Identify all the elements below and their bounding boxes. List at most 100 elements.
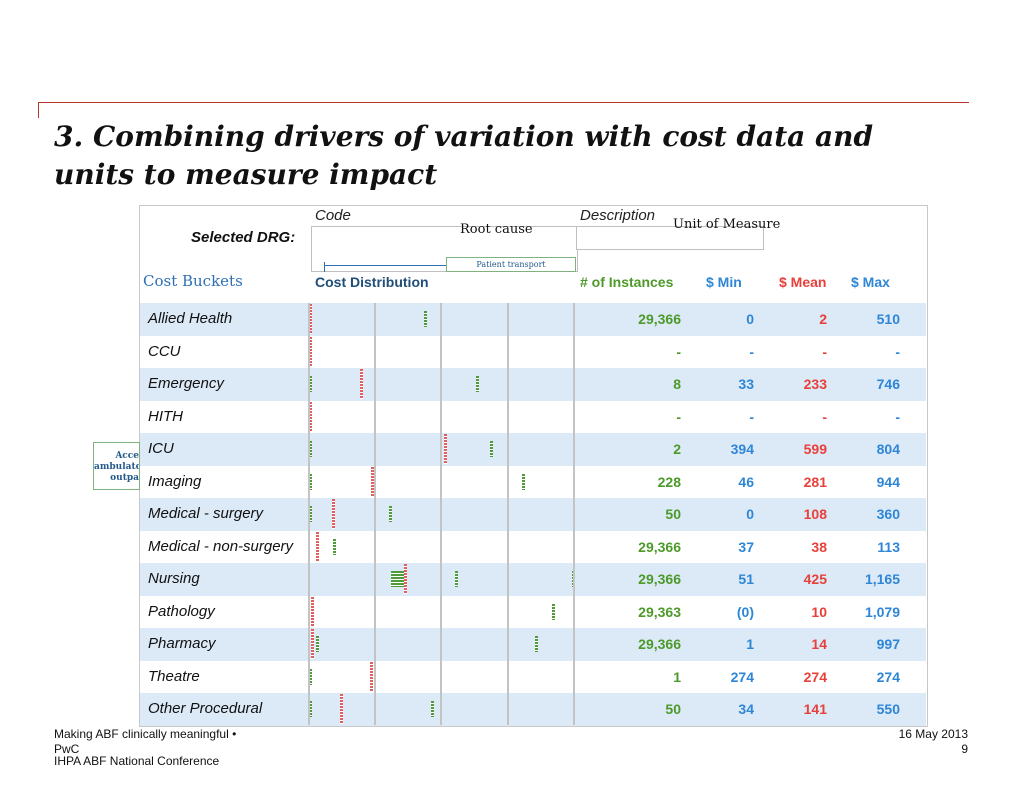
cost-bucket-name: Pharmacy <box>148 635 216 652</box>
mean-value: 108 <box>803 506 827 522</box>
code-header: Code <box>315 207 351 224</box>
distribution-mark-red <box>332 499 335 529</box>
cost-bucket-name: Medical - non-surgery <box>148 537 294 555</box>
footer-line-1: Making ABF clinically meaningful • <box>54 727 237 741</box>
mean-value: 425 <box>803 571 827 587</box>
min-value: - <box>749 408 754 425</box>
distribution-mark-green <box>389 506 392 522</box>
distribution-mark-green <box>309 441 312 457</box>
min-value: - <box>749 343 754 360</box>
cost-bucket-name: Imaging <box>148 472 202 490</box>
mean-value: 38 <box>811 538 827 555</box>
distribution-mark-red <box>309 401 312 432</box>
table-row[interactable]: Medical - surgery 50 0 108 360 <box>140 498 926 531</box>
instances-value: 29,366 <box>638 538 681 555</box>
mean-value: - <box>822 408 827 425</box>
cost-bucket-name: Nursing <box>148 570 200 587</box>
table-row[interactable]: CCU - - - - <box>140 336 926 369</box>
instances-value: 50 <box>665 506 681 522</box>
distribution-mark-red <box>340 694 343 724</box>
connector-line-vertical <box>324 262 325 272</box>
cost-distribution-header: Cost Distribution <box>315 274 429 290</box>
distribution-mark-green <box>552 603 555 620</box>
cost-buckets-header: Cost Buckets <box>143 272 243 290</box>
cost-bucket-name: Medical - surgery <box>148 505 264 522</box>
min-value: 0 <box>746 311 754 327</box>
cost-bucket-name: CCU <box>148 342 181 360</box>
instances-value: 228 <box>657 473 681 490</box>
cost-bucket-name: Pathology <box>148 602 215 620</box>
max-header: $ Max <box>851 274 890 290</box>
table-row[interactable]: Medical - non-surgery 29,366 37 38 113 <box>140 531 926 564</box>
distribution-mark-red <box>309 304 312 334</box>
min-value: 37 <box>738 538 754 555</box>
min-value: 46 <box>738 473 754 490</box>
footer-left: Making ABF clinically meaningful • PwC <box>54 727 284 757</box>
distribution-mark-red <box>444 434 447 464</box>
patient-transport-box: Patient transport <box>446 257 576 272</box>
table-row[interactable]: Emergency 8 33 233 746 <box>140 368 926 401</box>
max-value: 113 <box>877 538 900 555</box>
distribution-mark-green <box>309 668 312 685</box>
instances-header: # of Instances <box>580 274 674 290</box>
cost-bucket-name: Other Procedural <box>148 700 263 717</box>
max-value: 550 <box>876 701 900 717</box>
distribution-mark-green <box>535 636 538 652</box>
max-value: 1,079 <box>864 603 900 620</box>
title-line-1: 3. Combining drivers of variation with c… <box>54 120 874 153</box>
cost-table: Allied Health 29,366 0 2 510 CCU - - - -… <box>140 303 926 726</box>
max-value: 274 <box>876 668 900 685</box>
table-row[interactable]: HITH - - - - <box>140 401 926 434</box>
cost-bucket-name: Allied Health <box>148 310 233 327</box>
max-value: 1,165 <box>864 571 900 587</box>
table-row[interactable]: Theatre 1 274 274 274 <box>140 661 926 694</box>
description-header: Description <box>580 207 656 224</box>
mean-value: 599 <box>803 441 827 457</box>
selected-drg-label: Selected DRG: <box>191 229 296 246</box>
connector-line-horizontal <box>324 265 446 266</box>
table-row[interactable]: Nursing 29,366 51 425 1,165 <box>140 563 926 596</box>
distribution-mark-red <box>311 629 314 659</box>
min-value: 274 <box>730 668 754 685</box>
distribution-mark-green <box>316 636 319 652</box>
distribution-mark-green <box>431 701 434 717</box>
mean-value: - <box>822 343 827 360</box>
mean-value: 14 <box>811 636 827 652</box>
instances-value: 29,366 <box>638 311 681 327</box>
distribution-mark-red <box>360 369 363 399</box>
distribution-mark-green <box>490 441 493 457</box>
table-row[interactable]: Imaging 228 46 281 944 <box>140 466 926 499</box>
footer-line-2: PwC <box>54 742 80 756</box>
min-value: (0) <box>736 603 754 620</box>
mean-value: 281 <box>803 473 827 490</box>
min-value: 34 <box>738 701 754 717</box>
mean-value: 2 <box>819 311 827 327</box>
distribution-mark-green <box>309 701 312 717</box>
distribution-mark-green <box>309 506 312 522</box>
instances-value: - <box>676 343 681 360</box>
accessory-callout-box: Acce ambulato outpa <box>93 442 140 490</box>
min-value: 394 <box>730 441 754 457</box>
table-row[interactable]: Allied Health 29,366 0 2 510 <box>140 303 926 336</box>
max-value: 944 <box>876 473 900 490</box>
distribution-mark-green <box>522 473 525 490</box>
distribution-mark-red <box>309 336 312 367</box>
table-row[interactable]: Pathology 29,363 (0) 10 1,079 <box>140 596 926 629</box>
distribution-mark-green <box>476 376 479 392</box>
max-value: - <box>895 408 900 425</box>
instances-value: 1 <box>673 668 681 685</box>
table-row[interactable]: Pharmacy 29,366 1 14 997 <box>140 628 926 661</box>
footer-line-3: IHPA ABF National Conference <box>54 754 220 768</box>
drg-description-field[interactable] <box>576 226 764 250</box>
instances-value: 8 <box>673 376 681 392</box>
instances-value: 29,363 <box>638 603 681 620</box>
max-value: - <box>895 343 900 360</box>
table-row[interactable]: ICU 2 394 599 804 <box>140 433 926 466</box>
distribution-mark-green <box>455 571 458 587</box>
distribution-mark-green <box>333 538 336 555</box>
table-row[interactable]: Other Procedural 50 34 141 550 <box>140 693 926 726</box>
distribution-mark-red <box>311 596 314 627</box>
mean-value: 141 <box>803 701 827 717</box>
max-value: 997 <box>876 636 900 652</box>
distribution-mark-red <box>371 466 374 497</box>
